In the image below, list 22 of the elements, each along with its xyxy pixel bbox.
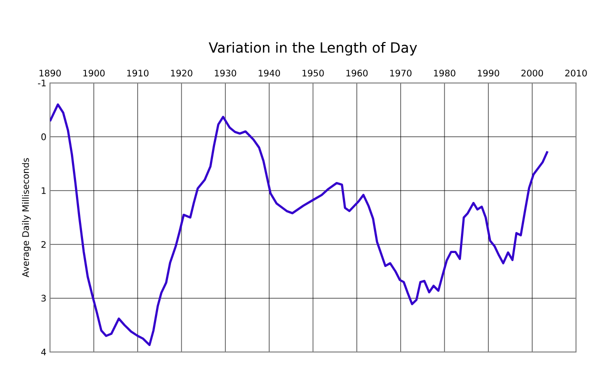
y-tick-label: 4 [41, 348, 46, 356]
y-axis-title: Average Daily Milliseconds [22, 158, 31, 278]
y-tick-label: 1 [42, 187, 46, 194]
x-tick-label: 1930 [214, 70, 236, 76]
x-tick-label: 1960 [346, 70, 368, 76]
y-tick-label: 2 [41, 241, 46, 248]
x-tick-label: 1970 [390, 70, 412, 76]
x-tick-label: 1990 [478, 70, 500, 76]
chart-title: Variation in the Length of Day [208, 42, 417, 56]
y-tick-label: 0 [41, 133, 46, 140]
x-tick-label: 1900 [83, 70, 105, 76]
x-tick-label: 1910 [127, 70, 148, 76]
x-tick-label: 1890 [40, 70, 61, 76]
y-tick-label: 3 [41, 294, 46, 302]
y-tick-label: -1 [38, 80, 46, 86]
x-tick-label: 1950 [302, 70, 324, 76]
x-tick-label: 2000 [521, 70, 543, 76]
x-tick-label: 1980 [434, 70, 456, 76]
x-tick-label: 1940 [258, 70, 280, 76]
line-series [50, 103, 549, 346]
x-tick-label: 2010 [565, 70, 587, 76]
x-tick-label: 1920 [171, 70, 192, 76]
